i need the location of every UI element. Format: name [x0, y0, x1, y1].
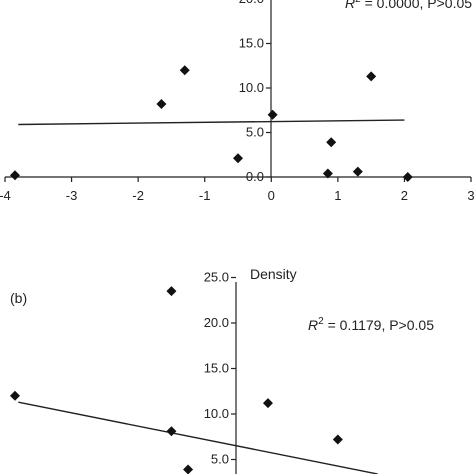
data-point — [402, 172, 413, 182]
x-tick-label: -1 — [199, 188, 211, 203]
y-tick-label: 0.0 — [246, 169, 264, 184]
x-tick-label: 0 — [268, 188, 275, 203]
data-point — [332, 434, 343, 445]
data-point — [156, 99, 167, 110]
data-point — [262, 398, 273, 409]
data-point — [166, 426, 177, 437]
regression-line — [18, 119, 405, 126]
data-point — [9, 390, 20, 401]
panel-label: (b) — [10, 290, 27, 306]
y-ticks: 0.0 5.0 10.0 15.0 20.0 — [239, 0, 271, 184]
data-point — [322, 168, 333, 179]
regression-line — [18, 401, 378, 474]
y-axis-label: Density — [250, 266, 297, 282]
data-points — [9, 286, 343, 474]
y-tick-label: 25.0 — [204, 270, 229, 285]
panel-b: (b) 5.0 10.0 15.0 20.0 25.0 Density R2 = 0.1… — [9, 266, 434, 474]
data-point — [267, 109, 278, 120]
data-point — [233, 153, 243, 164]
data-point — [366, 71, 377, 82]
y-tick-label: 10.0 — [239, 80, 264, 95]
x-tick-label: -3 — [66, 188, 78, 203]
data-point — [352, 166, 363, 177]
panel-a: -4 -3 -2 -1 0 1 2 3 0.0 5.0 10.0 15.0 20.0 R2 = 0.0… — [0, 0, 474, 203]
data-point — [9, 170, 20, 181]
y-tick-label: 5.0 — [246, 125, 264, 140]
y-tick-label: 15.0 — [204, 361, 229, 376]
y-tick-label: 10.0 — [204, 406, 229, 421]
y-tick-label: 5.0 — [211, 452, 229, 467]
data-point — [183, 464, 194, 474]
x-tick-label: 1 — [334, 188, 341, 203]
y-tick-label: 20.0 — [239, 0, 264, 6]
x-tick-label: 3 — [467, 188, 474, 203]
data-point — [179, 65, 190, 76]
x-tick-label: 2 — [401, 188, 408, 203]
data-point — [326, 137, 337, 148]
y-tick-label: 20.0 — [204, 315, 229, 330]
y-tick-label: 15.0 — [239, 36, 264, 51]
r-squared-annotation: R2 = 0.0000, P>0.05 — [345, 0, 472, 11]
data-point — [166, 286, 177, 297]
x-tick-label: -2 — [132, 188, 144, 203]
data-points — [9, 65, 413, 182]
x-tick-label: -4 — [0, 188, 11, 203]
x-ticks: -4 -3 -2 -1 0 1 2 3 — [0, 177, 474, 203]
r-squared-annotation: R2 = 0.1179, P>0.05 — [308, 316, 434, 333]
y-ticks: 5.0 10.0 15.0 20.0 25.0 — [204, 270, 236, 467]
